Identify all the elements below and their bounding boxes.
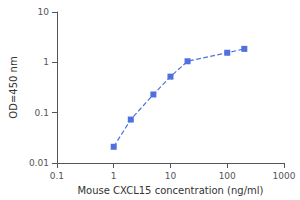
svg-text:Mouse CXCL15 concentration (ng: Mouse CXCL15 concentration (ng/ml)	[77, 185, 263, 196]
svg-text:1: 1	[43, 57, 49, 67]
svg-text:0.1: 0.1	[50, 171, 64, 181]
svg-text:0.01: 0.01	[29, 158, 49, 168]
svg-text:1: 1	[111, 171, 117, 181]
svg-text:100: 100	[219, 171, 236, 181]
svg-text:OD=450 nm: OD=450 nm	[8, 56, 19, 118]
svg-text:1000: 1000	[273, 171, 296, 181]
svg-text:10: 10	[165, 171, 177, 181]
svg-text:0.1: 0.1	[35, 108, 49, 118]
svg-text:10: 10	[37, 7, 49, 17]
